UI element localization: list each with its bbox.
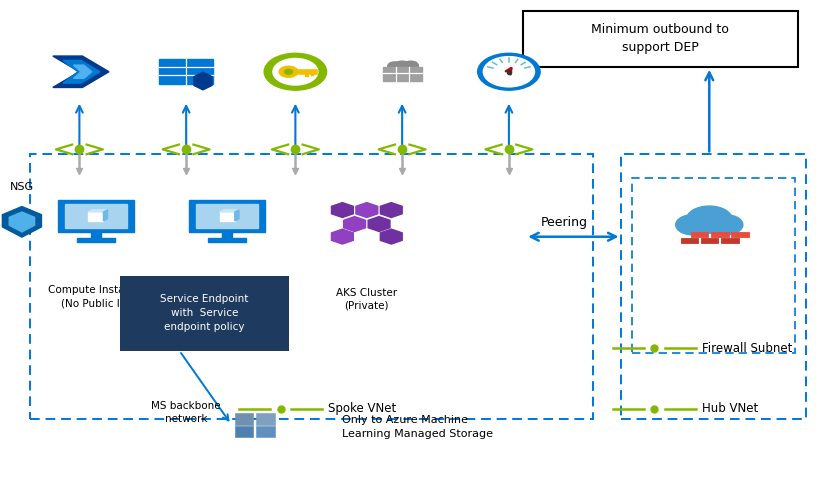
Polygon shape [381, 203, 402, 218]
Polygon shape [194, 72, 212, 90]
Circle shape [686, 206, 733, 233]
Bar [382, 67, 422, 81]
Bar [701, 239, 719, 244]
Bar [711, 232, 728, 237]
Polygon shape [2, 206, 41, 237]
Bar [58, 200, 133, 232]
Bar [681, 239, 698, 244]
Circle shape [279, 66, 298, 77]
Circle shape [273, 59, 318, 85]
Polygon shape [331, 203, 353, 218]
Text: Firewall Subnet: Firewall Subnet [701, 342, 792, 355]
Polygon shape [344, 217, 366, 231]
Bar [196, 204, 258, 228]
Bar [120, 276, 289, 351]
Text: NSG: NSG [10, 182, 34, 192]
Polygon shape [381, 229, 402, 244]
Text: Peering: Peering [541, 216, 588, 229]
Circle shape [484, 57, 535, 87]
Text: Service Endpoint
with  Service
endpoint policy: Service Endpoint with Service endpoint p… [161, 294, 249, 332]
Bar [732, 232, 749, 237]
Circle shape [478, 53, 540, 90]
Polygon shape [356, 203, 377, 218]
Text: Spoke VNet: Spoke VNet [328, 403, 396, 415]
Bar [235, 413, 254, 425]
Polygon shape [331, 229, 353, 244]
Bar [190, 200, 265, 232]
Text: Hub VNet: Hub VNet [701, 403, 758, 415]
Circle shape [265, 53, 326, 90]
Polygon shape [63, 61, 100, 83]
Text: Minimum outbound to
support DEP: Minimum outbound to support DEP [592, 23, 729, 55]
Polygon shape [73, 65, 91, 79]
Bar [159, 59, 213, 84]
Polygon shape [235, 210, 239, 221]
Circle shape [709, 215, 743, 235]
Circle shape [388, 62, 401, 70]
Text: AKS Cluster
(Private): AKS Cluster (Private) [336, 287, 397, 311]
Bar [220, 212, 235, 221]
Polygon shape [104, 210, 108, 221]
Bar [256, 413, 274, 425]
Text: Compute Cluster
(No Public IP): Compute Cluster (No Public IP) [183, 285, 271, 308]
Circle shape [403, 61, 419, 70]
Bar [523, 11, 798, 67]
Text: Only to Azure Machine
Learning Managed Storage: Only to Azure Machine Learning Managed S… [342, 415, 494, 439]
Bar [208, 238, 246, 242]
Bar [691, 232, 709, 237]
Bar [621, 154, 806, 419]
Bar [91, 232, 101, 239]
Polygon shape [53, 56, 109, 87]
Bar [30, 154, 592, 419]
Polygon shape [368, 217, 390, 231]
Polygon shape [88, 210, 108, 212]
Bar [65, 204, 127, 228]
Polygon shape [9, 212, 35, 232]
Bar [632, 179, 794, 353]
Circle shape [392, 61, 413, 73]
Circle shape [284, 69, 293, 74]
Bar [220, 212, 235, 221]
Bar [88, 212, 104, 221]
Bar [256, 426, 274, 437]
Circle shape [676, 215, 709, 235]
Bar [77, 238, 115, 242]
Bar [721, 239, 738, 244]
Text: Compute Instance
(No Public IP): Compute Instance (No Public IP) [49, 285, 143, 308]
Bar [222, 232, 232, 239]
Bar [88, 212, 104, 221]
Polygon shape [220, 210, 239, 212]
Text: MS backbone
network: MS backbone network [152, 401, 221, 425]
Bar [235, 426, 254, 437]
